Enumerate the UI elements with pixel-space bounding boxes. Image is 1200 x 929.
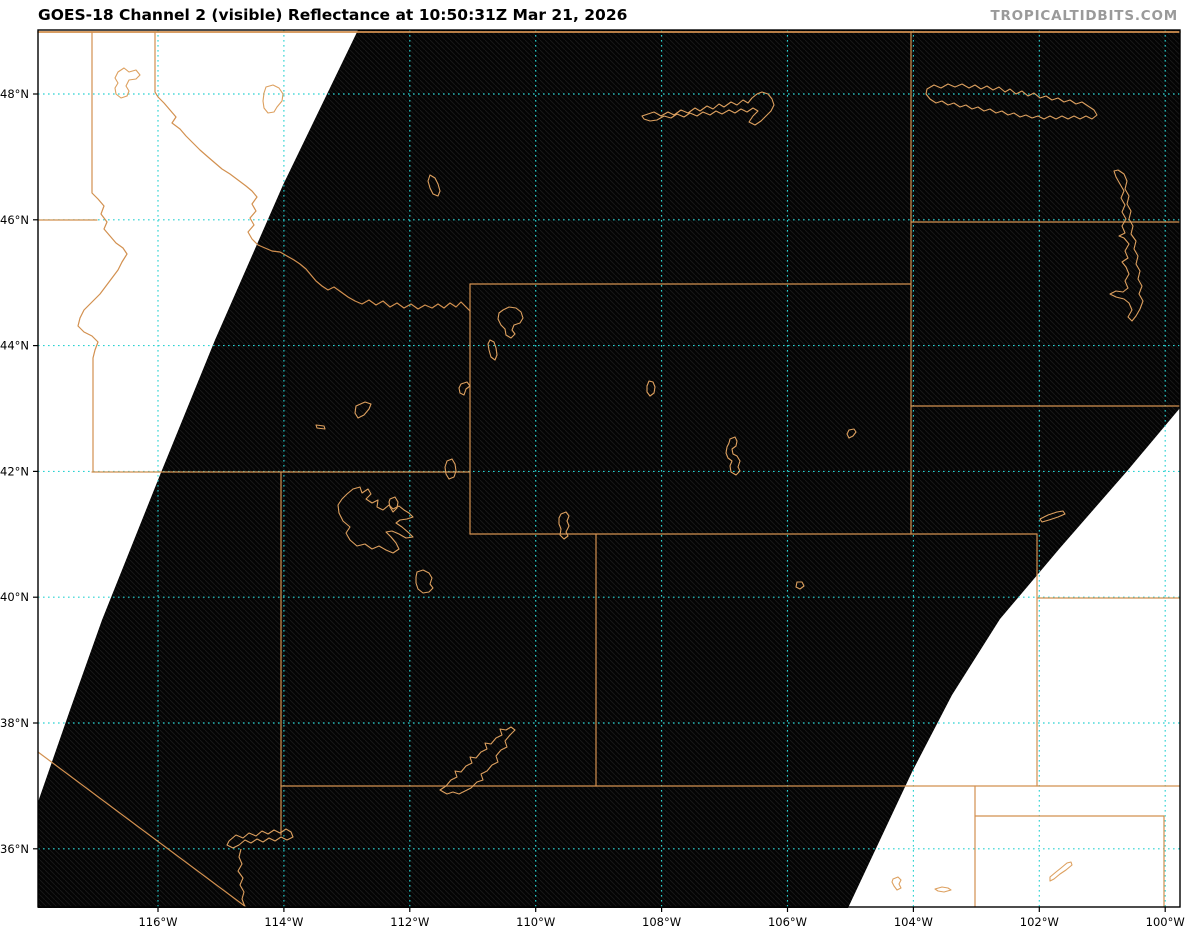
fort-peck-lake: [641, 91, 775, 126]
site-watermark: TROPICALTIDBITS.COM: [990, 8, 1178, 24]
x-tick-label: 104°W: [894, 915, 933, 929]
x-tick-label: 110°W: [516, 915, 555, 929]
palisades-reservoir: [458, 381, 471, 396]
y-tick-label: 42°N: [0, 464, 29, 478]
jackson-lake: [487, 339, 498, 361]
lake-granby: [795, 581, 805, 590]
snake-plain-pond: [315, 424, 326, 430]
seminoe-pathfinder-reservoirs: [725, 436, 741, 476]
page-title: GOES-18 Channel 2 (visible) Reflectance …: [38, 6, 628, 24]
x-tick-label: 106°W: [768, 915, 807, 929]
y-tick-label: 36°N: [0, 842, 29, 856]
x-tick-label: 100°W: [1146, 915, 1185, 929]
great-salt-lake-bay: [388, 496, 399, 513]
satellite-swath-region: [38, 30, 1180, 908]
x-tick-label: 102°W: [1020, 915, 1059, 929]
wa-id-snake-or-border: [77, 31, 128, 473]
utah-lake: [415, 569, 434, 594]
y-tick-label: 38°N: [0, 716, 29, 730]
plot-frame: [37, 29, 1181, 908]
glendo-reservoir: [846, 428, 857, 439]
y-tick-label: 40°N: [0, 590, 29, 604]
american-falls-reservoir: [354, 401, 372, 419]
boysen-reservoir: [646, 380, 656, 397]
lake-mcconaughy: [1039, 510, 1066, 523]
y-tick-label: 46°N: [0, 213, 29, 227]
x-tick-label: 108°W: [642, 915, 681, 929]
flathead-lake: [262, 84, 284, 114]
x-tick-label: 112°W: [390, 915, 429, 929]
lake-meredith: [1049, 861, 1073, 882]
canyon-ferry-lake: [427, 174, 441, 197]
y-tick-label: 48°N: [0, 87, 29, 101]
y-tick-label: 44°N: [0, 339, 29, 353]
great-salt-lake: [337, 486, 414, 554]
lake-pend-oreille: [114, 67, 141, 99]
colorado-river-below-mead: [237, 848, 246, 908]
yellowstone-lake: [497, 306, 524, 339]
lake-mead: [226, 828, 294, 849]
ute-reservoir: [934, 886, 952, 893]
nv-ca-border-diagonal: [37, 751, 247, 908]
x-tick-label: 116°W: [138, 915, 177, 929]
flaming-gorge-reservoir: [558, 511, 570, 540]
x-tick-label: 114°W: [264, 915, 303, 929]
lake-powell: [439, 726, 516, 795]
bear-lake: [444, 458, 457, 480]
missouri-river-lake-oahe: [1109, 169, 1144, 322]
lake-sakakawea: [925, 83, 1098, 120]
conchas-lake: [891, 876, 902, 891]
id-mt-divide-border: [154, 31, 471, 312]
